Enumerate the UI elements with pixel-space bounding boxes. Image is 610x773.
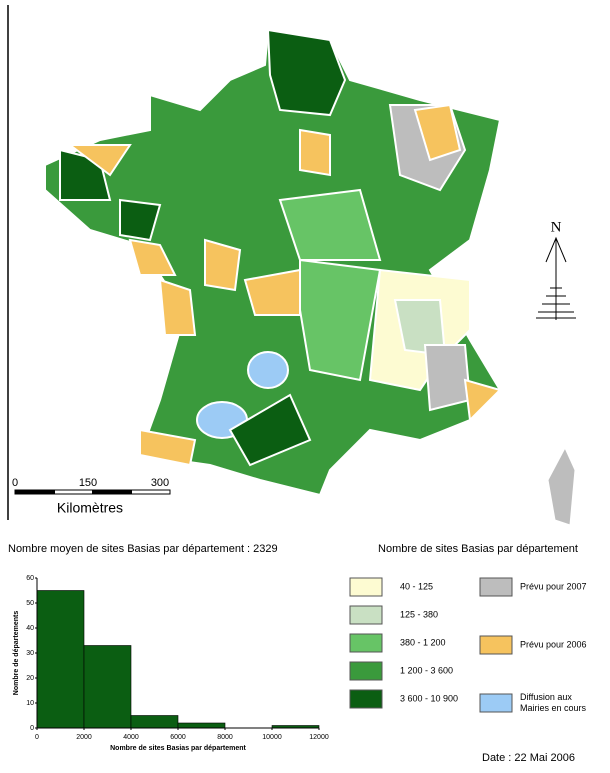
region xyxy=(463,378,502,423)
legend-label: 1 200 - 3 600 xyxy=(400,665,453,675)
legend-swatch xyxy=(479,635,513,655)
scale-bar xyxy=(15,490,55,494)
legend-swatch xyxy=(479,693,513,713)
bar xyxy=(130,715,179,729)
legend-label: Diffusion aux Mairies en cours xyxy=(520,692,587,713)
legend-swatch xyxy=(349,605,383,625)
legend-swatch xyxy=(349,661,383,681)
scale-unit: Kilomètres xyxy=(57,500,123,516)
legend-swatch xyxy=(479,577,513,597)
scale-bar xyxy=(92,490,132,494)
legend-swatch xyxy=(349,577,383,597)
region xyxy=(119,198,162,242)
region xyxy=(158,278,197,336)
legend-label: 3 600 - 10 900 xyxy=(400,693,458,703)
corsica xyxy=(547,446,576,526)
chart-title: Nombre moyen de sites Basias par départe… xyxy=(8,543,278,555)
x-tick-label: 6000 xyxy=(170,734,186,741)
region xyxy=(413,103,462,162)
region xyxy=(204,238,242,292)
y-axis-label: Nombre de départements xyxy=(13,611,20,696)
scale-label: 150 xyxy=(79,477,97,489)
y-tick-label: 0 xyxy=(30,725,34,732)
legend-swatch xyxy=(349,633,383,653)
x-tick-label: 8000 xyxy=(217,734,233,741)
legend-title: Nombre de sites Basias par département xyxy=(378,543,578,555)
region xyxy=(128,238,177,276)
region xyxy=(299,128,331,177)
y-tick-label: 30 xyxy=(26,650,34,657)
y-tick-label: 10 xyxy=(26,700,34,707)
region xyxy=(67,144,132,177)
legend-label: 125 - 380 xyxy=(400,609,438,619)
legend-label: 40 - 125 xyxy=(400,581,433,591)
y-tick-label: 20 xyxy=(26,675,34,682)
region xyxy=(247,351,289,389)
x-axis-label: Nombre de sites Basias par département xyxy=(110,745,246,752)
legend-label: 380 - 1 200 xyxy=(400,637,446,647)
y-tick-label: 40 xyxy=(26,625,34,632)
bar xyxy=(177,722,226,729)
region xyxy=(423,344,472,412)
scale-label: 300 xyxy=(151,477,169,489)
region xyxy=(243,268,301,316)
x-tick-label: 0 xyxy=(35,734,39,741)
region xyxy=(278,188,382,261)
region xyxy=(139,428,197,467)
bar xyxy=(83,645,132,729)
x-tick-label: 10000 xyxy=(262,734,282,741)
region xyxy=(228,393,312,467)
x-tick-label: 12000 xyxy=(309,734,329,741)
legend-label: Prévu pour 2007 xyxy=(520,581,587,591)
x-tick-label: 4000 xyxy=(123,734,139,741)
legend-swatch xyxy=(349,689,383,709)
x-tick-label: 2000 xyxy=(76,734,92,741)
region xyxy=(266,28,347,117)
map: N 0 150 300 Kilomètres xyxy=(7,5,576,526)
legend-label: Prévu pour 2006 xyxy=(520,639,587,649)
north-arrow xyxy=(545,236,567,263)
y-tick-label: 50 xyxy=(26,600,34,607)
y-tick-label: 60 xyxy=(26,575,34,582)
bar xyxy=(36,590,85,729)
date: Date : 22 Mai 2006 xyxy=(482,752,575,764)
north-arrow xyxy=(536,287,576,319)
north-label: N xyxy=(551,219,562,235)
scale-label: 0 xyxy=(12,477,18,489)
